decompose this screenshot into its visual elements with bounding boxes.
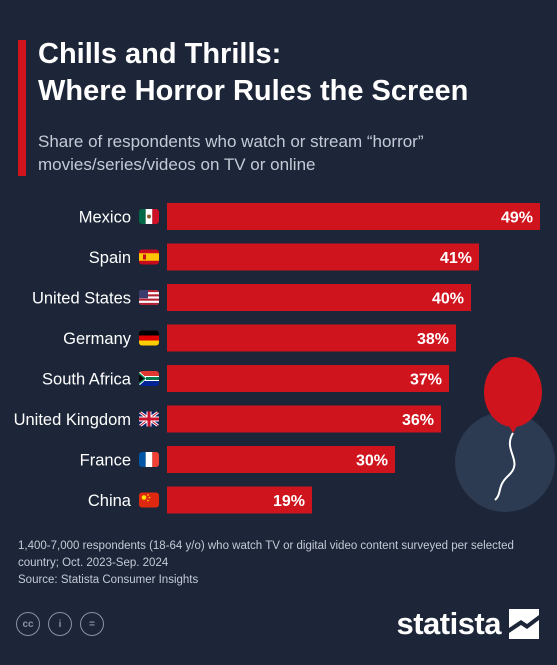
subtitle-line-1: Share of respondents who watch or stream… [38,132,424,151]
uk-flag-icon [139,411,159,427]
bar [167,284,471,311]
license-icons: cc i = [16,612,104,636]
germany-flag-icon [139,330,159,346]
south-africa-flag-icon [139,371,159,386]
footnote-line-2: country; Oct. 2023-Sep. 2024 [18,557,169,569]
value-label: 37% [410,372,442,389]
subtitle-line-2: movies/series/videos on TV or online [38,155,316,174]
bar-chart: Mexico 49% Spain 41% United States 40% Germany… [14,203,555,514]
title-line-2: Where Horror Rules the Screen [38,75,469,107]
category-label: China [88,492,132,510]
footnote: 1,400-7,000 respondents (18-64 y/o) who … [18,538,548,589]
by-icon[interactable]: i [48,612,72,636]
category-label: United Kingdom [14,411,131,429]
spain-flag-icon [139,249,159,265]
chart-subtitle: Share of respondents who watch or stream… [38,130,548,176]
nd-icon[interactable]: = [80,612,104,636]
title-accent-bar [18,40,26,176]
bar [167,365,449,392]
balloon-illustration [455,357,555,512]
chart-title: Chills and Thrills: Where Horror Rules t… [38,36,548,110]
category-label: France [80,452,131,470]
bar [167,203,540,230]
category-label: South Africa [42,371,132,389]
title-line-1: Chills and Thrills: [38,38,282,70]
source-line: Source: Statista Consumer Insights [18,574,199,586]
footnote-line-1: 1,400-7,000 respondents (18-64 y/o) who … [18,540,514,552]
value-label: 19% [273,493,305,510]
category-label: Germany [63,330,132,348]
value-label: 49% [501,210,533,227]
bar [167,243,479,271]
category-label: Mexico [79,209,131,227]
mexico-flag-icon [139,209,159,224]
value-label: 36% [402,412,434,429]
bar [167,405,441,433]
category-label: United States [32,290,131,308]
value-label: 41% [440,250,472,267]
china-flag-icon [139,492,159,508]
value-label: 38% [417,331,449,348]
brand-name: statista [396,606,501,641]
value-label: 40% [432,291,464,308]
usa-flag-icon [139,290,159,305]
france-flag-icon [139,452,159,467]
bar [167,324,456,352]
value-label: 30% [356,453,388,470]
statista-logo[interactable]: statista [396,606,539,642]
bar [167,486,312,514]
cc-icon[interactable]: cc [16,612,40,636]
bar [167,446,395,473]
category-label: Spain [89,249,131,267]
statista-mark-icon [509,609,539,639]
